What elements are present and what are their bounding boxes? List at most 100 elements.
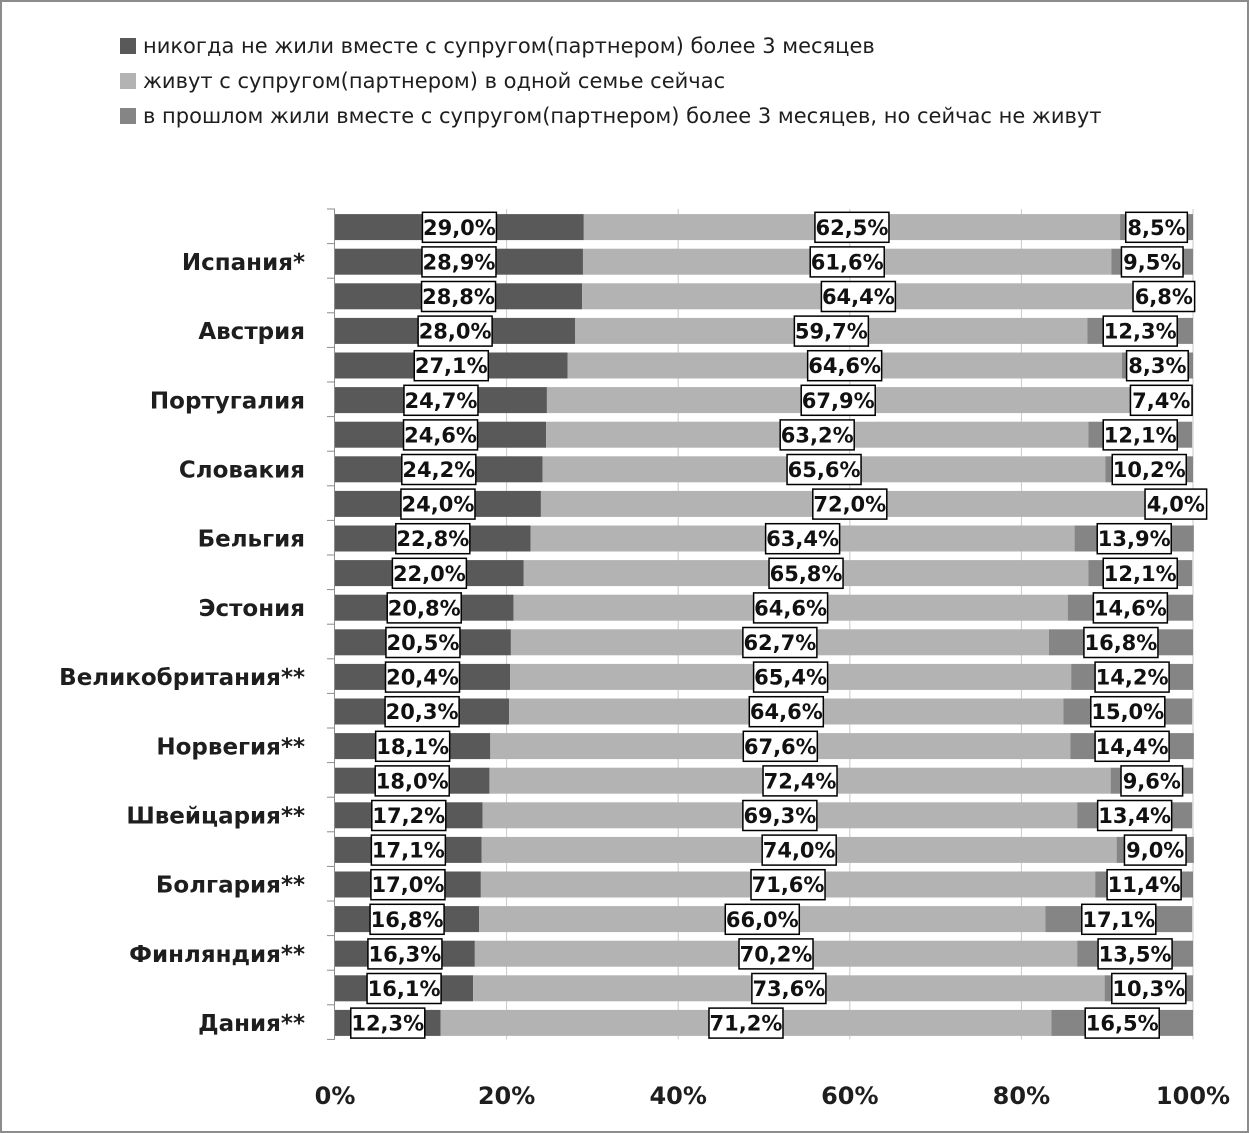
data-label: 64,6%: [750, 700, 823, 724]
data-label-box: [793, 315, 870, 347]
data-label: 18,1%: [376, 735, 449, 759]
data-label: 10,3%: [1112, 977, 1185, 1001]
data-label-box: [1094, 661, 1170, 693]
data-label-box: [809, 246, 885, 278]
category-label: Великобритания**: [59, 665, 305, 691]
category-label: Испания*: [182, 250, 305, 276]
data-label-box: [761, 834, 837, 866]
data-label-box: [386, 592, 462, 624]
data-label: 8,3%: [1128, 354, 1186, 378]
data-label: 12,1%: [1104, 423, 1177, 447]
data-label-box: [812, 488, 888, 520]
data-label-box: [395, 522, 471, 555]
data-label-box: [1124, 211, 1189, 244]
legend-item-lived-before: в прошлом жили вместе с супругом(партнер…: [120, 98, 1102, 133]
data-label: 12,3%: [1104, 320, 1177, 344]
data-label-box: [748, 695, 825, 728]
data-label: 7,4%: [1132, 389, 1190, 413]
data-label: 13,5%: [1099, 942, 1172, 966]
data-label: 66,0%: [726, 908, 799, 932]
data-label: 74,0%: [763, 839, 836, 863]
data-label: 14,6%: [1094, 596, 1167, 620]
legend-label: никогда не жили вместе с супругом(партне…: [143, 33, 875, 58]
data-label: 61,6%: [811, 250, 884, 274]
data-label-box: [1096, 799, 1173, 832]
x-tick-label: 0%: [315, 1082, 356, 1110]
data-label: 69,3%: [743, 804, 816, 828]
data-label: 65,6%: [788, 458, 861, 482]
data-label: 6,8%: [1135, 285, 1193, 309]
data-label: 24,0%: [402, 493, 475, 517]
data-label-box: [371, 799, 447, 832]
data-label-box: [401, 453, 477, 486]
data-label-box: [1144, 488, 1208, 520]
data-label-box: [768, 557, 844, 590]
data-label-box: [806, 349, 883, 382]
data-label: 12,3%: [351, 1012, 424, 1036]
legend: никогда не жили вместе с супругом(партне…: [120, 28, 1102, 133]
data-label: 17,1%: [1082, 908, 1155, 932]
data-label-box: [417, 315, 493, 347]
data-label-box: [421, 246, 497, 278]
data-label: 63,2%: [781, 423, 854, 447]
data-label-box: [764, 522, 841, 555]
legend-label: живут с супругом(партнером) в одной семь…: [143, 68, 726, 93]
data-label: 20,3%: [386, 700, 459, 724]
data-label-box: [1106, 868, 1182, 901]
data-label: 29,0%: [423, 216, 496, 240]
data-label-box: [384, 661, 461, 693]
data-label: 24,2%: [402, 458, 475, 482]
data-label-box: [762, 765, 838, 797]
data-label: 16,3%: [368, 942, 441, 966]
data-label-box: [1102, 419, 1178, 451]
data-label-box: [370, 834, 447, 866]
data-label: 24,6%: [404, 423, 477, 447]
data-label-box: [384, 695, 460, 728]
legend-label: в прошлом жили вместе с супругом(партнер…: [143, 103, 1102, 128]
legend-swatch: [120, 37, 136, 54]
data-label-box: [413, 349, 490, 382]
data-label: 22,8%: [396, 527, 469, 551]
data-label-box: [369, 903, 445, 936]
legend-swatch: [120, 107, 136, 124]
data-label-box: [374, 730, 451, 763]
category-label: Португалия: [150, 388, 305, 414]
data-label-box: [370, 868, 446, 901]
data-label: 16,8%: [371, 908, 444, 932]
data-label: 67,6%: [744, 735, 817, 759]
data-label-box: [403, 384, 479, 417]
data-label: 64,6%: [808, 354, 881, 378]
data-label: 62,7%: [743, 631, 816, 655]
data-label: 14,4%: [1096, 735, 1169, 759]
data-label: 9,5%: [1123, 250, 1181, 274]
data-label-box: [786, 453, 862, 486]
data-label-box: [1123, 834, 1187, 866]
data-label-box: [1120, 765, 1184, 797]
x-tick-label: 80%: [993, 1082, 1050, 1110]
data-label-box: [742, 799, 818, 832]
data-label-box: [724, 903, 801, 936]
data-label-box: [750, 868, 826, 901]
data-label: 72,4%: [764, 769, 837, 793]
data-label-box: [350, 1007, 426, 1039]
x-tick-label: 20%: [478, 1082, 535, 1110]
data-label: 70,2%: [740, 942, 813, 966]
data-label-box: [366, 972, 442, 1005]
data-label: 28,8%: [422, 285, 495, 309]
data-label: 9,0%: [1126, 839, 1184, 863]
data-label-box: [738, 938, 814, 970]
data-label-box: [820, 280, 897, 313]
data-label-box: [1120, 246, 1184, 278]
data-label-box: [421, 211, 498, 244]
category-label: Финляндия**: [129, 942, 305, 968]
data-label-box: [367, 938, 443, 970]
data-label-box: [751, 972, 827, 1005]
data-label-box: [800, 384, 876, 417]
data-label: 10,2%: [1113, 458, 1186, 482]
data-label: 11,4%: [1108, 873, 1181, 897]
category-label: Швейцария**: [126, 804, 305, 830]
data-label: 73,6%: [752, 977, 825, 1001]
data-label-box: [402, 419, 479, 451]
category-label: Эстония: [199, 596, 305, 622]
